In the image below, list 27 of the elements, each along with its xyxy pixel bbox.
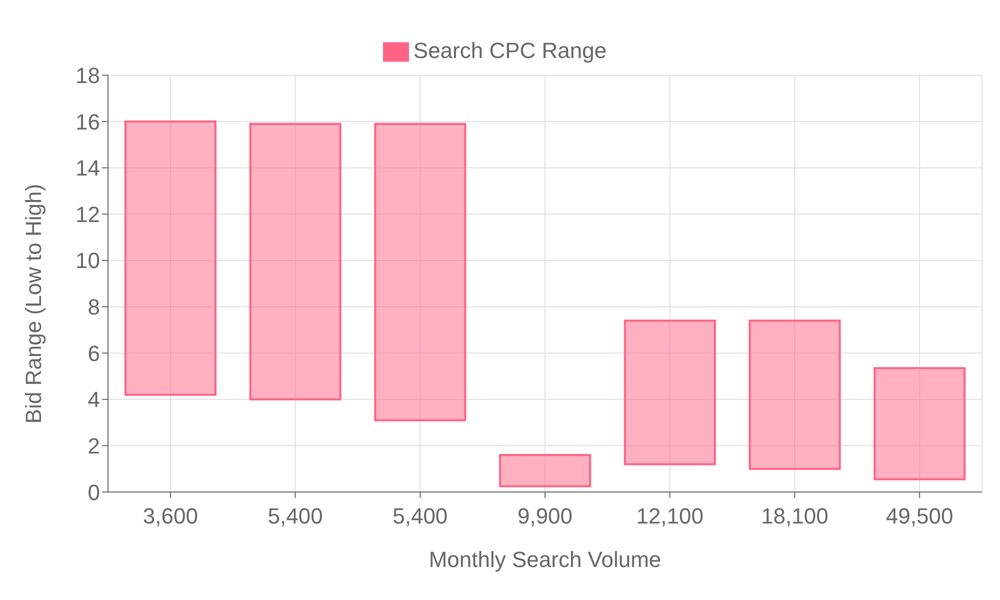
bar xyxy=(874,367,966,480)
x-axis-title: Monthly Search Volume xyxy=(428,547,662,572)
x-tick-label: 5,400 xyxy=(392,504,448,529)
bar xyxy=(124,120,216,396)
bar xyxy=(249,122,342,400)
bar xyxy=(624,320,716,466)
bar xyxy=(374,122,466,422)
bar xyxy=(748,320,841,470)
y-tick-label: 6 xyxy=(88,340,100,366)
y-tick-label: 14 xyxy=(76,156,100,181)
y-axis-title: Bid Range (Low to High) xyxy=(20,184,46,424)
legend-label: Search CPC Range xyxy=(413,38,607,63)
y-tick-label: 8 xyxy=(88,294,100,320)
x-tick-label: 18,100 xyxy=(761,504,828,529)
y-tick-label: 18 xyxy=(76,62,100,88)
x-tick-label: 12,100 xyxy=(636,504,704,529)
x-tick-label: 5,400 xyxy=(268,504,323,529)
y-tick-label: 12 xyxy=(76,202,100,227)
x-tick-label: 49,500 xyxy=(886,504,954,529)
y-tick-label: 10 xyxy=(76,248,100,274)
x-tick-label: 9,900 xyxy=(517,504,573,529)
y-tick-label: 4 xyxy=(88,387,100,412)
x-tick-label: 3,600 xyxy=(142,504,198,529)
bar xyxy=(499,454,592,488)
y-tick-label: 0 xyxy=(88,480,100,505)
y-tick-label: 2 xyxy=(88,433,100,458)
y-tick-label: 16 xyxy=(76,109,100,134)
